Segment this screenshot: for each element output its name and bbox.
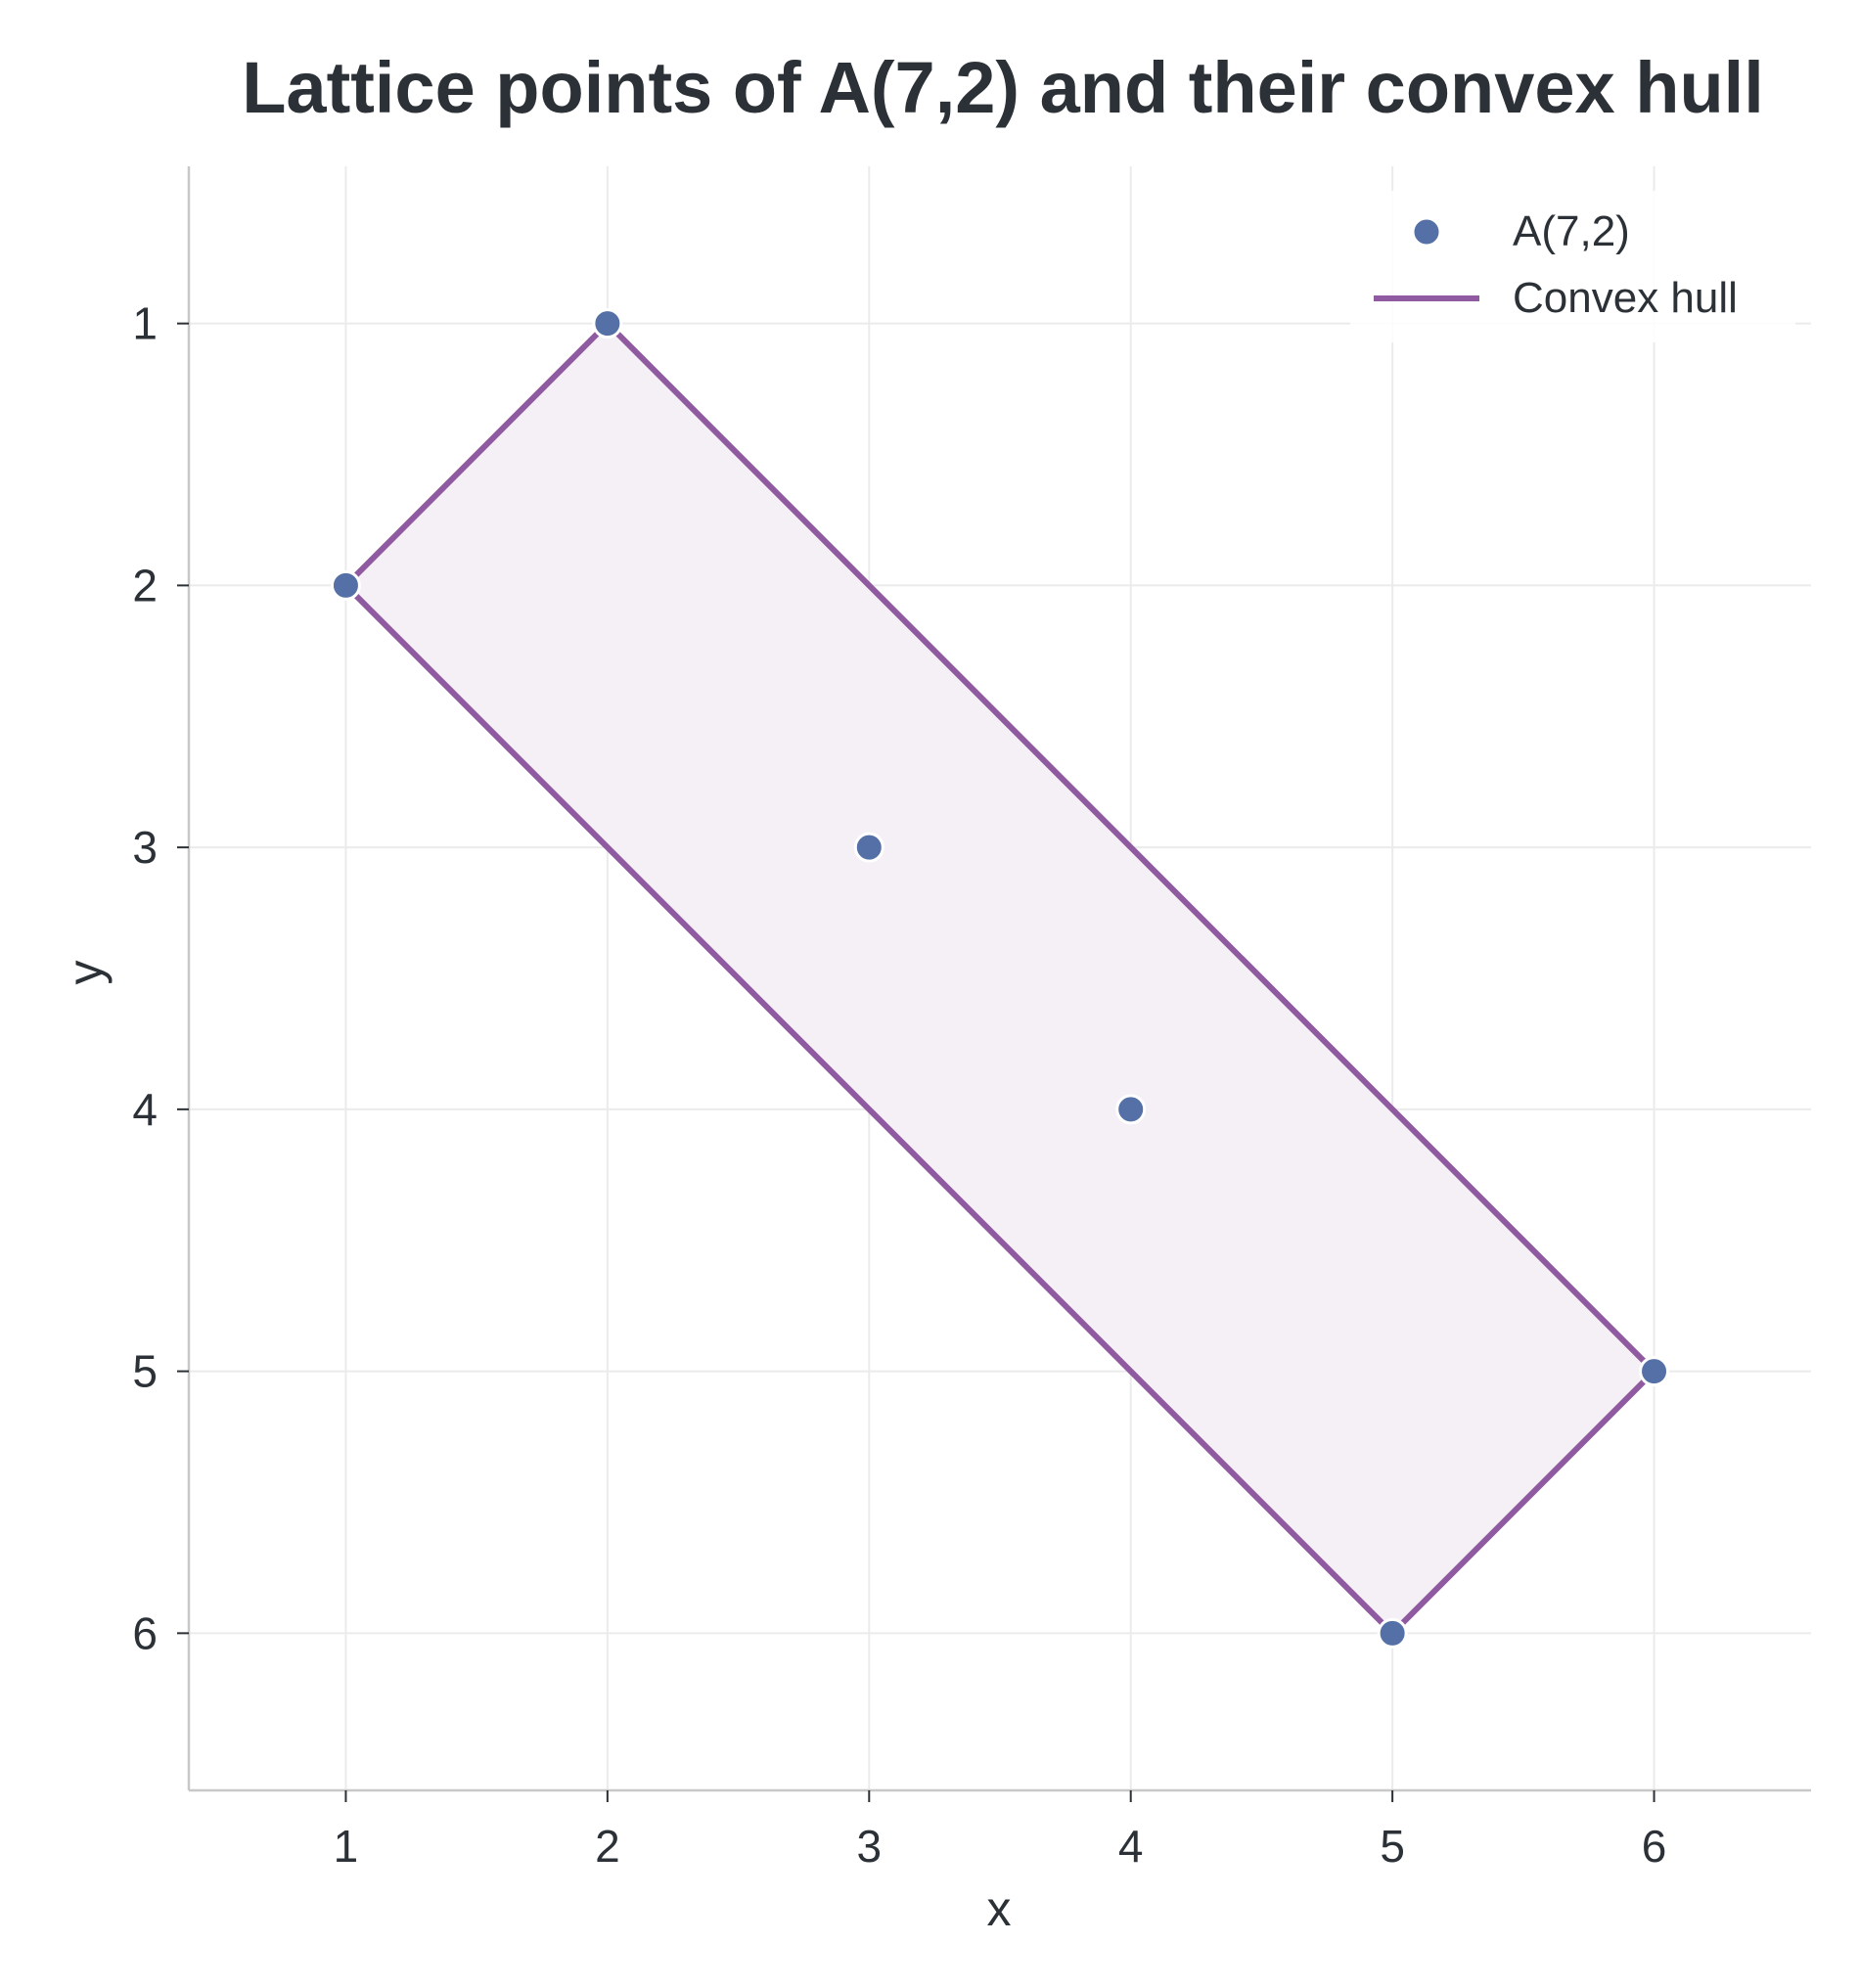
y-tick-label: 4 xyxy=(132,1084,158,1135)
y-tick-label: 1 xyxy=(132,298,158,349)
data-point xyxy=(592,308,623,339)
x-tick-label: 3 xyxy=(856,1821,882,1872)
legend-label-hull: Convex hull xyxy=(1513,274,1738,322)
y-tick-label: 2 xyxy=(132,560,158,610)
chart-title: Lattice points of A(7,2) and their conve… xyxy=(242,47,1764,128)
legend: A(7,2) Convex hull xyxy=(1350,191,1795,342)
x-tick-label: 1 xyxy=(334,1821,359,1872)
legend-box xyxy=(1350,191,1795,342)
data-point xyxy=(330,569,361,601)
x-tick-label: 6 xyxy=(1642,1821,1667,1872)
plot-area: 1 2 3 4 5 6 1 2 3 4 5 6 xyxy=(132,166,1811,1872)
legend-label-points: A(7,2) xyxy=(1513,207,1630,255)
x-axis-label: x xyxy=(987,1881,1012,1936)
data-point xyxy=(1115,1094,1147,1125)
data-point xyxy=(1639,1356,1670,1387)
x-tick-label: 2 xyxy=(595,1821,620,1872)
legend-marker-points xyxy=(1411,216,1442,248)
y-tick-label: 3 xyxy=(132,822,158,873)
data-point xyxy=(853,832,884,863)
x-tick-label: 4 xyxy=(1118,1821,1144,1872)
x-tick-label: 5 xyxy=(1380,1821,1405,1872)
convex-hull-fill xyxy=(345,323,1655,1634)
y-axis-label: y xyxy=(58,961,113,985)
y-tick-label: 6 xyxy=(132,1607,158,1658)
data-point xyxy=(1377,1617,1408,1649)
y-tick-label: 5 xyxy=(132,1346,158,1397)
